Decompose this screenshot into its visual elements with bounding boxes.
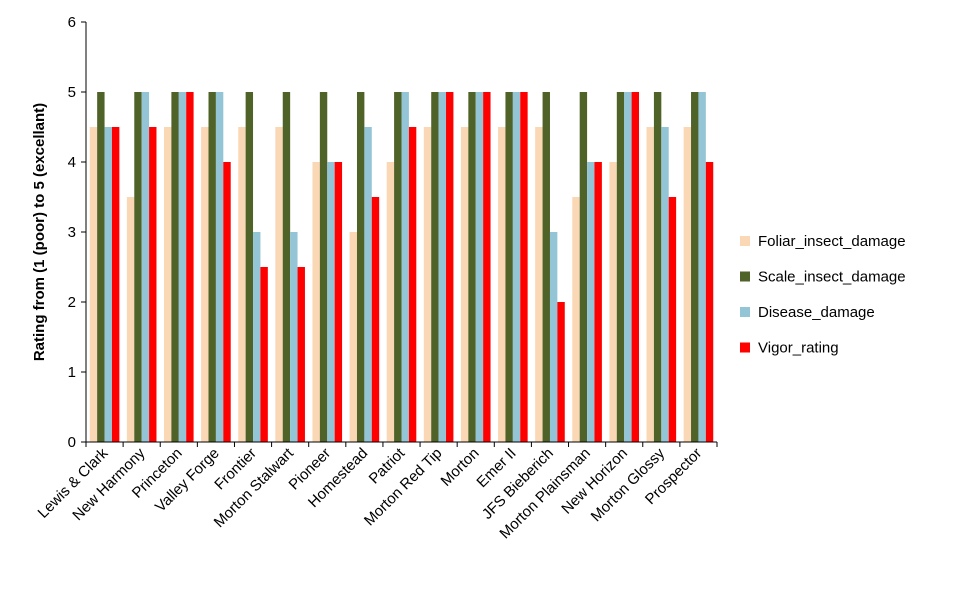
- bar-foliar-insect-damage-6: [275, 127, 283, 442]
- bar-disease-damage-5: [253, 232, 261, 442]
- bar-disease-damage-7: [327, 162, 335, 442]
- bar-foliar-insect-damage-3: [163, 127, 172, 442]
- bar-foliar-insect-damage-15: [609, 162, 617, 442]
- bar-vigor-rating-10: [446, 92, 454, 442]
- bar-vigor-rating-13: [557, 302, 565, 442]
- bar-disease-damage-8: [364, 127, 372, 442]
- bar-disease-damage-10: [438, 92, 447, 442]
- bar-foliar-insect-damage-17: [683, 127, 692, 442]
- bar-scale-insect-damage-14: [579, 92, 588, 442]
- legend: Foliar_insect_damage Scale_insect_damage D…: [740, 233, 906, 357]
- bar-foliar-insect-damage-7: [312, 162, 320, 442]
- y-tick-label: 6: [68, 14, 76, 31]
- bar-vigor-rating-17: [705, 162, 714, 442]
- bar-vigor-rating-6: [297, 267, 305, 442]
- bar-disease-damage-3: [178, 92, 187, 442]
- bar-vigor-rating-1: [111, 127, 120, 442]
- legend-swatch: [740, 342, 750, 353]
- bar-scale-insect-damage-10: [431, 92, 439, 442]
- bar-scale-insect-damage-5: [245, 92, 254, 442]
- bar-vigor-rating-9: [408, 127, 417, 442]
- y-tick-label: 3: [68, 224, 76, 241]
- bar-foliar-insect-damage-4: [201, 127, 209, 442]
- bar-vigor-rating-16: [668, 197, 677, 442]
- bar-scale-insect-damage-15: [616, 92, 625, 442]
- bar-vigor-rating-3: [186, 92, 194, 442]
- bar-scale-insect-damage-1: [97, 92, 105, 442]
- bar-scale-insect-damage-7: [319, 92, 328, 442]
- bar-vigor-rating-11: [483, 92, 491, 442]
- bar-foliar-insect-damage-12: [498, 127, 506, 442]
- bar-scale-insect-damage-4: [208, 92, 216, 442]
- legend-swatch: [740, 307, 750, 317]
- bar-scale-insect-damage-3: [171, 92, 179, 442]
- bar-foliar-insect-damage-2: [126, 197, 135, 442]
- y-tick-label: 2: [68, 294, 76, 311]
- bar-foliar-insect-damage-10: [423, 127, 432, 442]
- bar-scale-insect-damage-17: [691, 92, 699, 442]
- bar-disease-damage-16: [661, 127, 669, 442]
- bar-foliar-insect-damage-16: [646, 127, 654, 442]
- bar-disease-damage-9: [401, 92, 409, 442]
- y-ticks-group: 0 1 2 3 4 5 6: [68, 14, 86, 451]
- bar-vigor-rating-5: [260, 267, 268, 442]
- legend-label: Foliar_insect_damage: [758, 233, 906, 250]
- bar-disease-damage-2: [141, 92, 150, 442]
- legend-label: Scale_insect_damage: [758, 269, 906, 286]
- bar-scale-insect-damage-12: [505, 92, 513, 442]
- legend-swatch: [740, 236, 750, 246]
- y-tick-label: 0: [68, 434, 76, 451]
- bar-foliar-insect-damage-5: [238, 127, 246, 442]
- bar-vigor-rating-12: [520, 92, 528, 442]
- legend-label: Disease_damage: [758, 304, 875, 321]
- bar-scale-insect-damage-16: [653, 92, 662, 442]
- bar-vigor-rating-2: [149, 127, 157, 442]
- bar-scale-insect-damage-9: [394, 92, 402, 442]
- bar-vigor-rating-14: [594, 162, 602, 442]
- bar-vigor-rating-7: [334, 162, 343, 442]
- bar-foliar-insect-damage-13: [535, 127, 543, 442]
- bar-scale-insect-damage-6: [282, 92, 291, 442]
- bar-disease-damage-11: [475, 92, 484, 442]
- y-tick-label: 5: [68, 84, 76, 101]
- bar-foliar-insect-damage-1: [89, 127, 98, 442]
- bar-disease-damage-1: [104, 127, 112, 442]
- bar-foliar-insect-damage-9: [386, 162, 395, 442]
- bar-foliar-insect-damage-14: [572, 197, 580, 442]
- legend-label: Vigor_rating: [758, 340, 839, 357]
- bar-disease-damage-17: [698, 92, 706, 442]
- bar-scale-insect-damage-8: [356, 92, 365, 442]
- bar-disease-damage-15: [624, 92, 632, 442]
- bar-scale-insect-damage-11: [468, 92, 476, 442]
- y-axis-title: Rating from (1 (poor) to 5 (excellant): [31, 103, 48, 361]
- bar-disease-damage-14: [587, 162, 595, 442]
- y-tick-label: 1: [68, 364, 76, 381]
- bar-foliar-insect-damage-8: [349, 232, 357, 442]
- bar-scale-insect-damage-2: [134, 92, 142, 442]
- x-category-label: Morton: [438, 445, 483, 490]
- bar-vigor-rating-4: [223, 162, 231, 442]
- bar-disease-damage-6: [290, 232, 298, 442]
- bars-group: [89, 92, 714, 442]
- bar-vigor-rating-8: [371, 197, 380, 442]
- bar-vigor-rating-15: [631, 92, 640, 442]
- y-tick-label: 4: [68, 154, 76, 171]
- legend-swatch: [740, 271, 750, 282]
- bar-scale-insect-damage-13: [542, 92, 550, 442]
- bar-disease-damage-13: [549, 232, 558, 442]
- bar-disease-damage-4: [215, 92, 224, 442]
- bar-foliar-insect-damage-11: [460, 127, 469, 442]
- bar-disease-damage-12: [512, 92, 521, 442]
